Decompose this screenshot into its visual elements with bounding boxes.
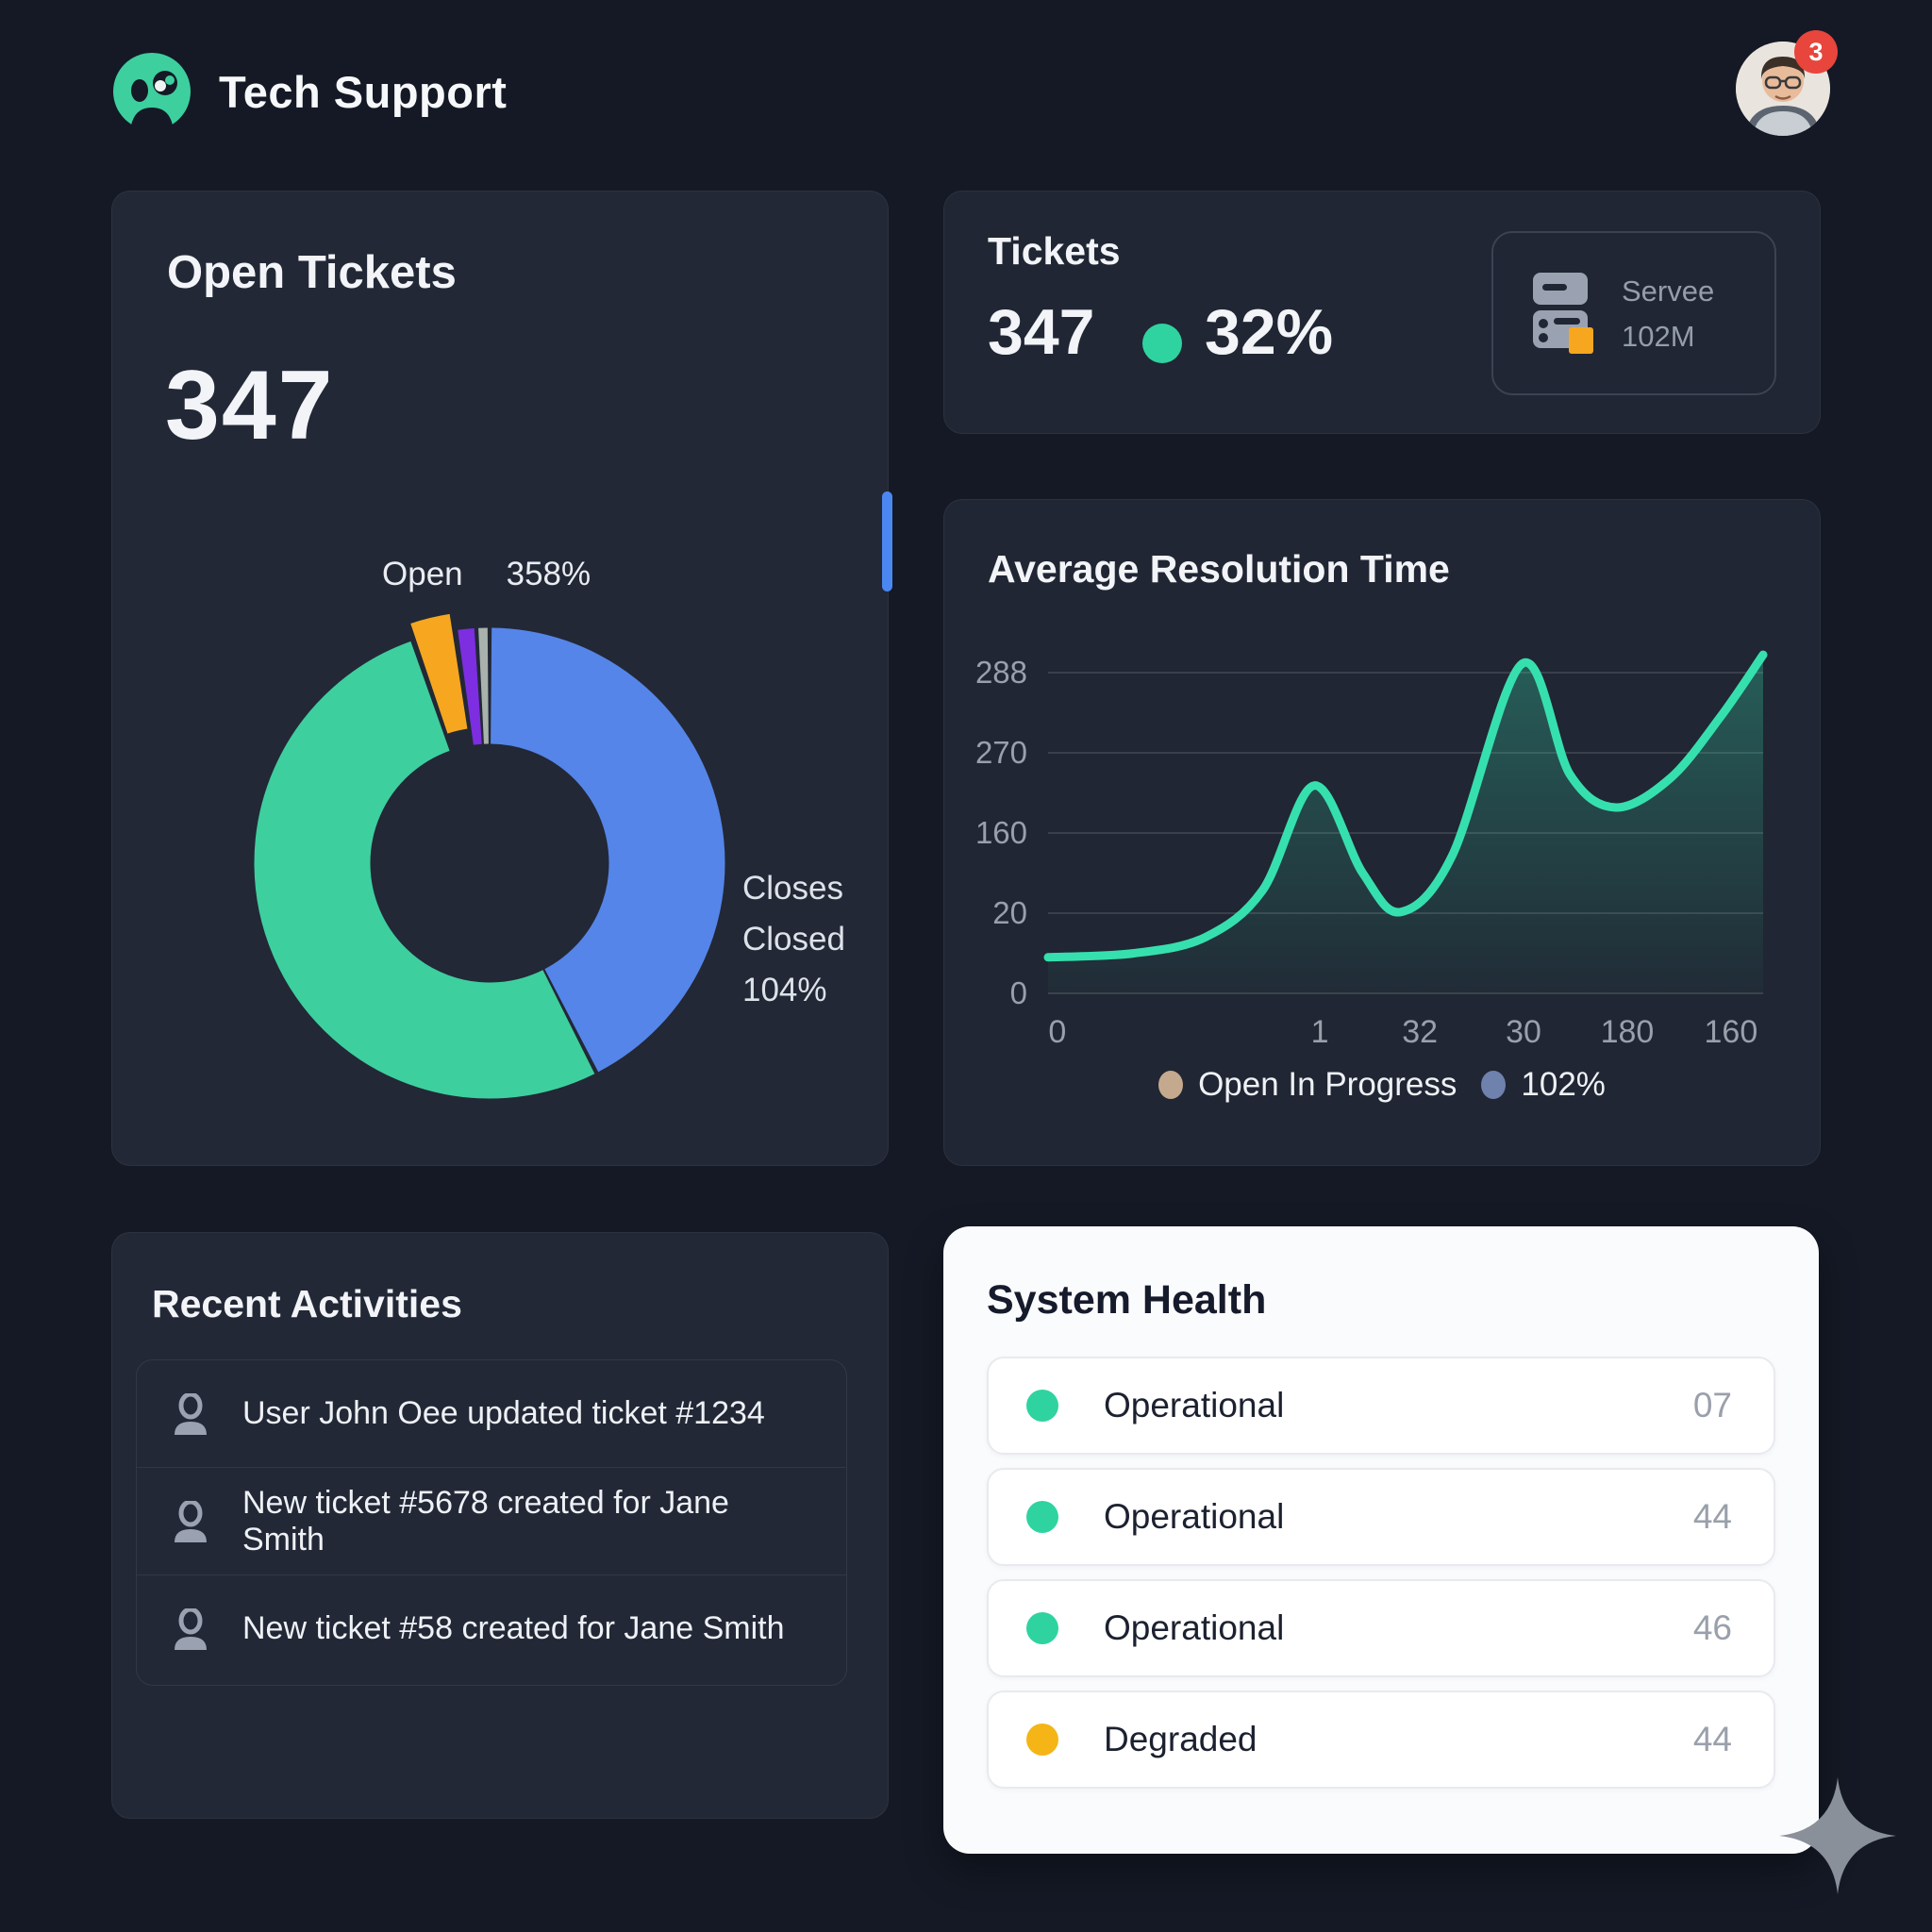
activity-list-item[interactable]: New ticket #58 created for Jane Smith [137, 1575, 846, 1682]
svg-text:160: 160 [1705, 1014, 1758, 1050]
svg-text:32: 32 [1402, 1014, 1438, 1050]
tickets-title: Tickets [988, 229, 1121, 273]
tickets-card: Tickets 347 32% Servee 102M [943, 191, 1821, 434]
svg-text:288: 288 [975, 655, 1027, 690]
system-health-rows: Operational 07 Operational 44 Operationa… [987, 1357, 1775, 1802]
open-tickets-card: Open Tickets 347 Open 358% Closes Closed… [111, 191, 892, 1166]
donut-series-label: Open [382, 556, 463, 592]
donut-label: Open 358% [382, 556, 591, 593]
app-title: Tech Support [219, 67, 508, 117]
green-status-dot [1142, 324, 1182, 363]
legend-item-open-in-progress: Open In Progress [1158, 1066, 1457, 1104]
health-row: Degraded 44 [987, 1690, 1775, 1789]
activities-title: Recent Activities [152, 1282, 462, 1325]
activity-text: New ticket #5678 created for Jane Smith [242, 1484, 729, 1557]
activity-text: User John Oee updated ticket #1234 [242, 1395, 765, 1431]
svg-text:0: 0 [1048, 1014, 1066, 1050]
server-summary-button[interactable]: Servee 102M [1491, 231, 1776, 395]
scrollbar-thumb[interactable] [882, 491, 892, 591]
status-label: Operational [1104, 1608, 1285, 1647]
resolution-time-card: Average Resolution Time 0 20 160 270 288 0 1 32… [943, 499, 1821, 1166]
tickets-percent: 32% [1205, 296, 1334, 368]
donut-side-label: Closes Closed 104% [742, 870, 845, 1008]
svg-text:160: 160 [975, 815, 1027, 850]
status-label: Operational [1104, 1497, 1285, 1536]
person-icon [175, 1607, 207, 1650]
svg-text:20: 20 [992, 895, 1027, 930]
status-dot-icon [1026, 1501, 1058, 1533]
svg-text:270: 270 [975, 735, 1027, 770]
svg-text:1: 1 [1311, 1014, 1329, 1050]
sparkle-icon [1779, 1777, 1896, 1894]
server-label: Servee 102M [1622, 275, 1715, 353]
health-row: Operational 46 [987, 1579, 1775, 1677]
status-dot-icon [1026, 1724, 1058, 1756]
system-health-card: System Health Operational 07 Operational… [943, 1226, 1819, 1854]
user-avatar[interactable]: 3 [1736, 30, 1838, 136]
person-icon [174, 1500, 207, 1542]
svg-text:0: 0 [1010, 975, 1027, 1010]
health-row: Operational 44 [987, 1468, 1775, 1566]
activity-list-item[interactable]: New ticket #5678 created for Jane Smith [137, 1468, 846, 1575]
activity-text: New ticket #58 created for Jane Smith [242, 1610, 785, 1646]
status-dot-icon [1026, 1390, 1058, 1422]
legend-dot-icon [1481, 1071, 1507, 1099]
open-tickets-donut-chart [254, 613, 725, 1099]
chart-legend: Open In Progress 102% [944, 1066, 1820, 1104]
status-label: Degraded [1104, 1720, 1257, 1758]
notification-badge: 3 [1794, 30, 1838, 74]
activities-list: User John Oee updated ticket #1234 New t… [136, 1359, 847, 1686]
recent-activities-card: Recent Activities User John Oee updated … [111, 1232, 889, 1819]
app-logo-icon[interactable] [111, 51, 192, 132]
legend-item-percent: 102% [1481, 1066, 1606, 1104]
person-icon [175, 1392, 207, 1435]
status-label: Operational [1104, 1386, 1285, 1424]
legend-dot-icon [1158, 1071, 1184, 1099]
svg-text:180: 180 [1601, 1014, 1655, 1050]
status-value: 07 [1692, 1386, 1732, 1424]
activity-list-item[interactable]: User John Oee updated ticket #1234 [137, 1360, 846, 1468]
server-icon [1533, 273, 1593, 354]
donut-series-value: 358% [506, 556, 591, 592]
open-tickets-title: Open Tickets [167, 247, 457, 298]
status-value: 46 [1692, 1608, 1732, 1647]
health-row: Operational 07 [987, 1357, 1775, 1455]
status-dot-icon [1026, 1612, 1058, 1644]
system-health-title: System Health [987, 1277, 1267, 1323]
tickets-count: 347 [988, 296, 1095, 368]
open-tickets-count: 347 [165, 351, 335, 460]
status-value: 44 [1692, 1720, 1732, 1758]
resolution-title: Average Resolution Time [988, 547, 1450, 591]
svg-text:30: 30 [1506, 1014, 1541, 1050]
resolution-line-chart: 0 20 160 270 288 0 1 32 30 180 160 [975, 650, 1768, 1050]
status-value: 44 [1692, 1497, 1732, 1536]
